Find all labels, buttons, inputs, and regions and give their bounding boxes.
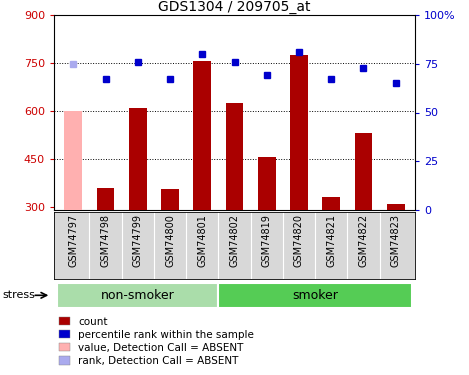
Text: GSM74821: GSM74821 bbox=[326, 214, 336, 267]
Text: smoker: smoker bbox=[292, 289, 338, 302]
Bar bbox=[258, 157, 276, 210]
Text: GSM74819: GSM74819 bbox=[262, 214, 272, 267]
Text: GSM74800: GSM74800 bbox=[165, 214, 175, 267]
Text: GSM74797: GSM74797 bbox=[68, 214, 78, 267]
Bar bbox=[355, 133, 372, 210]
Bar bbox=[161, 189, 179, 210]
Title: GDS1304 / 209705_at: GDS1304 / 209705_at bbox=[158, 0, 311, 14]
Text: GSM74823: GSM74823 bbox=[391, 214, 401, 267]
Text: GSM74798: GSM74798 bbox=[100, 214, 111, 267]
Text: GSM74799: GSM74799 bbox=[133, 214, 143, 267]
Bar bbox=[57, 283, 219, 308]
Text: GSM74822: GSM74822 bbox=[358, 214, 369, 267]
Bar bbox=[219, 283, 412, 308]
Text: non-smoker: non-smoker bbox=[101, 289, 174, 302]
Bar bbox=[193, 62, 211, 210]
Bar bbox=[387, 204, 405, 210]
Bar bbox=[129, 108, 147, 210]
Bar bbox=[226, 103, 243, 210]
Legend: count, percentile rank within the sample, value, Detection Call = ABSENT, rank, : count, percentile rank within the sample… bbox=[59, 316, 254, 366]
Bar bbox=[290, 55, 308, 210]
Text: GSM74820: GSM74820 bbox=[294, 214, 304, 267]
Bar bbox=[97, 188, 114, 210]
Text: stress: stress bbox=[3, 290, 36, 300]
Text: GSM74802: GSM74802 bbox=[229, 214, 240, 267]
Text: GSM74801: GSM74801 bbox=[197, 214, 207, 267]
Bar bbox=[322, 197, 340, 210]
Bar bbox=[64, 111, 82, 210]
